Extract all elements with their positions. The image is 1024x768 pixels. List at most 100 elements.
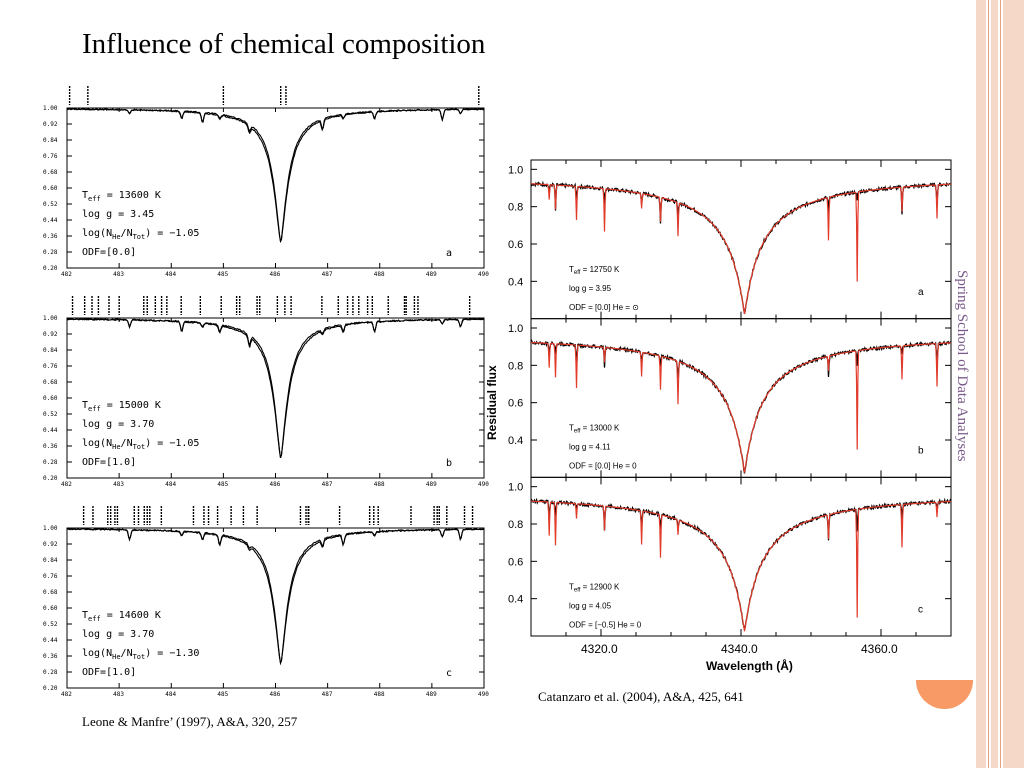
side-title: Spring School of Data Analyses xyxy=(954,270,970,462)
left-caption: Leone & Manfre’ (1997), A&A, 320, 257 xyxy=(82,714,298,729)
x-tick-label: 483 xyxy=(113,691,124,698)
y-tick-label: 0.6 xyxy=(508,556,523,568)
y-tick-label: 0.60 xyxy=(43,605,58,612)
decor-stripe-3 xyxy=(1003,0,1024,768)
y-tick-label: 0.4 xyxy=(508,276,523,288)
odf-label: ODF = [0.0] He = 0 xyxy=(569,462,637,471)
x-tick-label: 484 xyxy=(165,691,176,698)
y-tick-label: 0.52 xyxy=(43,201,58,208)
synthetic-spectrum-line xyxy=(531,341,951,473)
y-tick-label: 0.20 xyxy=(43,475,58,482)
y-tick-label: 0.28 xyxy=(43,459,58,466)
slide-title: Influence of chemical composition xyxy=(82,28,486,60)
y-tick-label: 0.28 xyxy=(43,249,58,256)
teff-label: Teff = 12900 K xyxy=(569,582,620,593)
teff-label: Teff = 12750 K xyxy=(569,265,620,276)
y-tick-label: 0.4 xyxy=(508,594,523,606)
x-tick-label: 482 xyxy=(61,271,72,278)
x-tick-label: 485 xyxy=(217,271,228,278)
decor-line-2 xyxy=(1000,0,1001,768)
decor-line-1 xyxy=(988,0,989,768)
x-axis-label: Wavelength (Å) xyxy=(706,658,793,673)
y-tick-label: 0.6 xyxy=(508,239,523,251)
y-tick-label: 0.92 xyxy=(43,541,58,548)
y-tick-label: 1.0 xyxy=(508,482,523,494)
model-profile-line xyxy=(66,528,485,666)
y-tick-label: 0.60 xyxy=(43,395,58,402)
y-tick-label: 0.52 xyxy=(43,411,58,418)
x-tick-label: 485 xyxy=(217,481,228,488)
x-tick-label: 490 xyxy=(478,481,489,488)
loghe-label: log(NHe/NTot) = −1.05 xyxy=(82,438,199,451)
y-tick-label: 0.68 xyxy=(43,589,58,596)
panel-letter: b xyxy=(446,458,452,469)
y-tick-label: 0.84 xyxy=(43,137,58,144)
y-tick-label: 0.4 xyxy=(508,435,523,447)
logg-label: log g = 3.95 xyxy=(569,284,612,293)
observed-profile-line xyxy=(66,318,485,458)
y-tick-label: 0.36 xyxy=(43,443,58,450)
logg-label: log g = 4.11 xyxy=(569,443,611,452)
panel-letter: c xyxy=(446,668,452,679)
x-tick-label: 483 xyxy=(113,481,124,488)
y-tick-label: 1.00 xyxy=(43,315,58,322)
decor-stripe-2 xyxy=(991,0,998,768)
y-tick-label: 0.76 xyxy=(43,573,58,580)
y-tick-label: 0.68 xyxy=(43,379,58,386)
y-tick-label: 0.68 xyxy=(43,169,58,176)
y-tick-label: 0.92 xyxy=(43,121,58,128)
x-tick-label: 490 xyxy=(478,691,489,698)
y-axis-label: Residual flux xyxy=(485,365,499,440)
x-tick-label: 489 xyxy=(426,481,437,488)
y-tick-label: 0.28 xyxy=(43,669,58,676)
y-tick-label: 0.44 xyxy=(43,427,58,434)
y-tick-label: 0.52 xyxy=(43,621,58,628)
y-tick-label: 0.36 xyxy=(43,653,58,660)
x-tick-label: 482 xyxy=(61,481,72,488)
y-tick-label: 0.20 xyxy=(43,265,58,272)
model-profile-line xyxy=(66,107,485,242)
x-tick-label: 490 xyxy=(478,271,489,278)
y-tick-label: 0.60 xyxy=(43,185,58,192)
synthetic-spectrum-line xyxy=(531,183,952,315)
teff-label: Teff = 15000 K xyxy=(82,400,161,413)
x-tick-label: 488 xyxy=(374,691,385,698)
plot-frame xyxy=(66,317,485,479)
panel-letter: c xyxy=(918,604,923,615)
y-tick-label: 0.6 xyxy=(508,398,523,410)
plot-frame xyxy=(66,527,485,689)
x-tick-label: 482 xyxy=(61,691,72,698)
y-tick-label: 0.8 xyxy=(508,360,523,372)
x-tick-label: 483 xyxy=(113,271,124,278)
model-profile-line xyxy=(66,317,485,458)
x-tick-label: 4360.0 xyxy=(861,642,898,656)
y-tick-label: 1.00 xyxy=(43,105,58,112)
x-tick-label: 488 xyxy=(374,481,385,488)
teff-label: Teff = 14600 K xyxy=(82,610,161,623)
teff-label: Teff = 13600 K xyxy=(82,190,161,203)
loghe-label: log(NHe/NTot) = −1.30 xyxy=(82,648,199,661)
odf-label: ODF=[1.0] xyxy=(82,457,136,468)
x-tick-label: 4320.0 xyxy=(581,642,618,656)
loghe-label: log(NHe/NTot) = −1.05 xyxy=(82,228,199,241)
x-tick-label: 487 xyxy=(322,481,333,488)
panel-letter: a xyxy=(918,287,924,298)
y-tick-label: 1.0 xyxy=(508,164,523,176)
y-tick-label: 0.20 xyxy=(43,685,58,692)
x-tick-label: 487 xyxy=(322,691,333,698)
y-tick-label: 0.84 xyxy=(43,557,58,564)
x-tick-label: 484 xyxy=(165,271,176,278)
y-tick-label: 0.76 xyxy=(43,363,58,370)
observed-profile-line xyxy=(66,108,485,244)
logg-label: log g = 3.45 xyxy=(82,209,154,220)
x-tick-label: 484 xyxy=(165,481,176,488)
odf-label: ODF = [−0.5] He = 0 xyxy=(569,620,642,629)
x-tick-label: 4340.0 xyxy=(721,642,758,656)
observed-profile-line xyxy=(66,527,485,666)
odf-label: ODF = [0.0] He = ⊙ xyxy=(569,303,639,312)
y-tick-label: 0.8 xyxy=(508,202,523,214)
y-tick-label: 0.8 xyxy=(508,519,523,531)
plot-frame xyxy=(66,107,485,269)
logg-label: log g = 3.70 xyxy=(82,629,154,640)
